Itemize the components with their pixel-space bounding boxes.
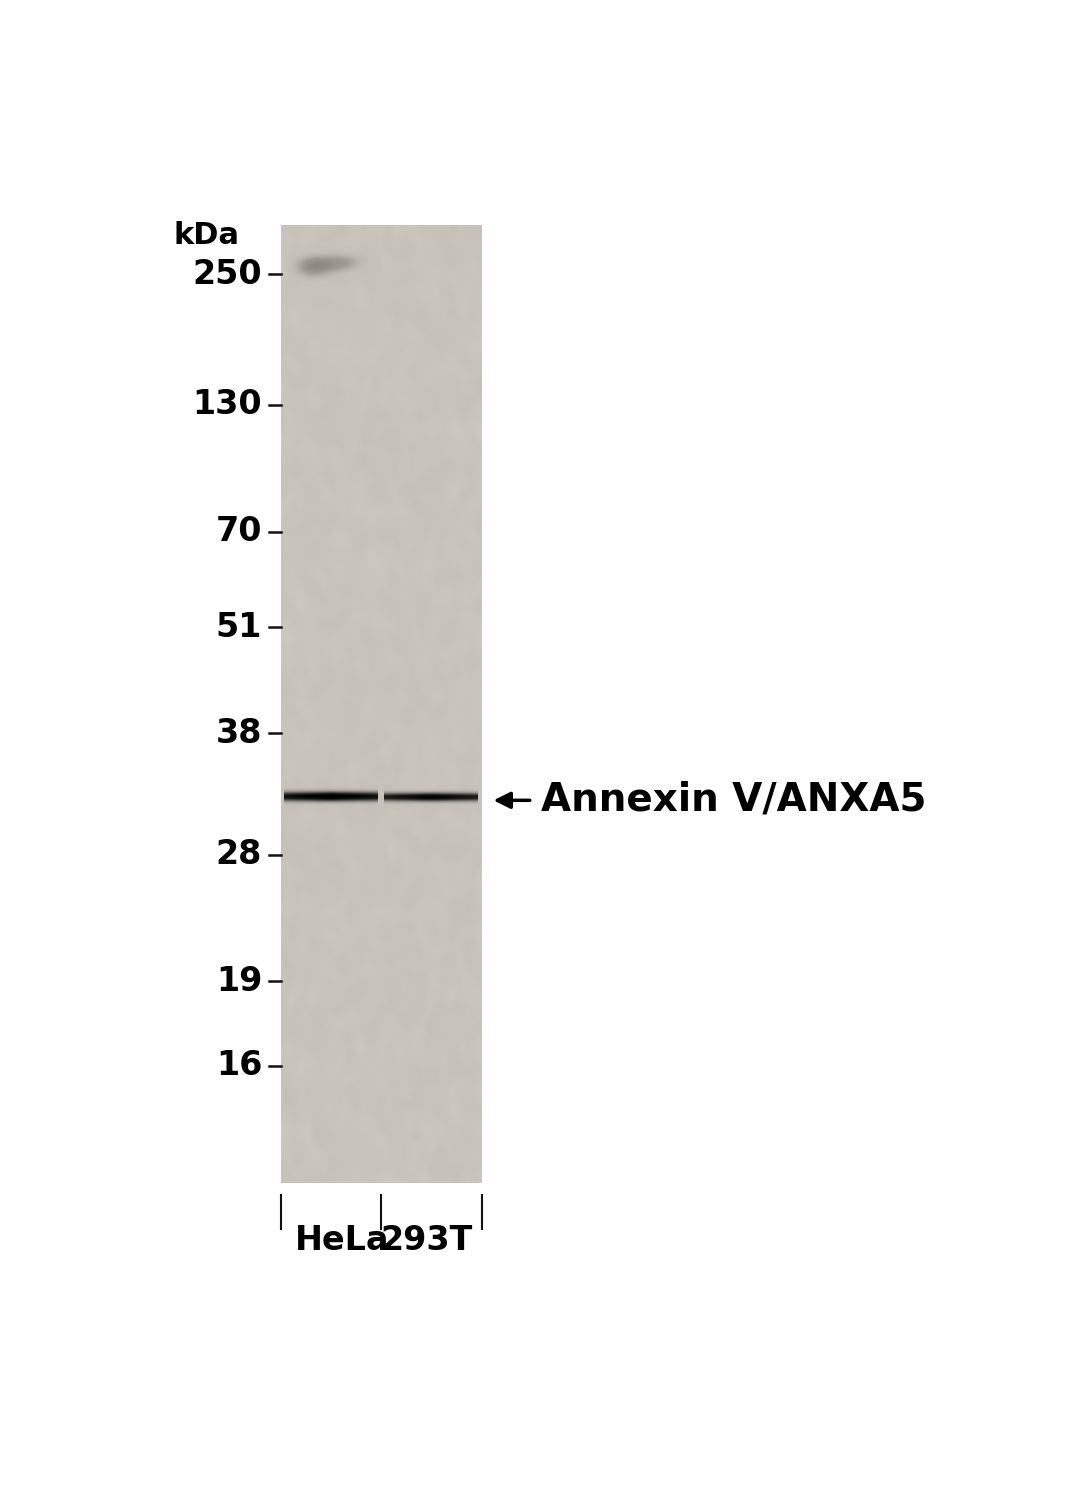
Text: 16: 16 (216, 1049, 262, 1082)
Text: 38: 38 (216, 718, 262, 750)
Text: kDa: kDa (173, 220, 239, 250)
Text: 19: 19 (216, 965, 262, 998)
Text: 28: 28 (216, 837, 262, 870)
Text: 51: 51 (216, 611, 262, 644)
Text: HeLa: HeLa (295, 1224, 390, 1257)
Text: 250: 250 (192, 258, 262, 291)
Bar (282, 226, 483, 1183)
Text: 70: 70 (216, 515, 262, 548)
Text: 130: 130 (192, 388, 262, 421)
Text: Annexin V/ANXA5: Annexin V/ANXA5 (541, 780, 927, 818)
Text: 293T: 293T (380, 1224, 472, 1257)
